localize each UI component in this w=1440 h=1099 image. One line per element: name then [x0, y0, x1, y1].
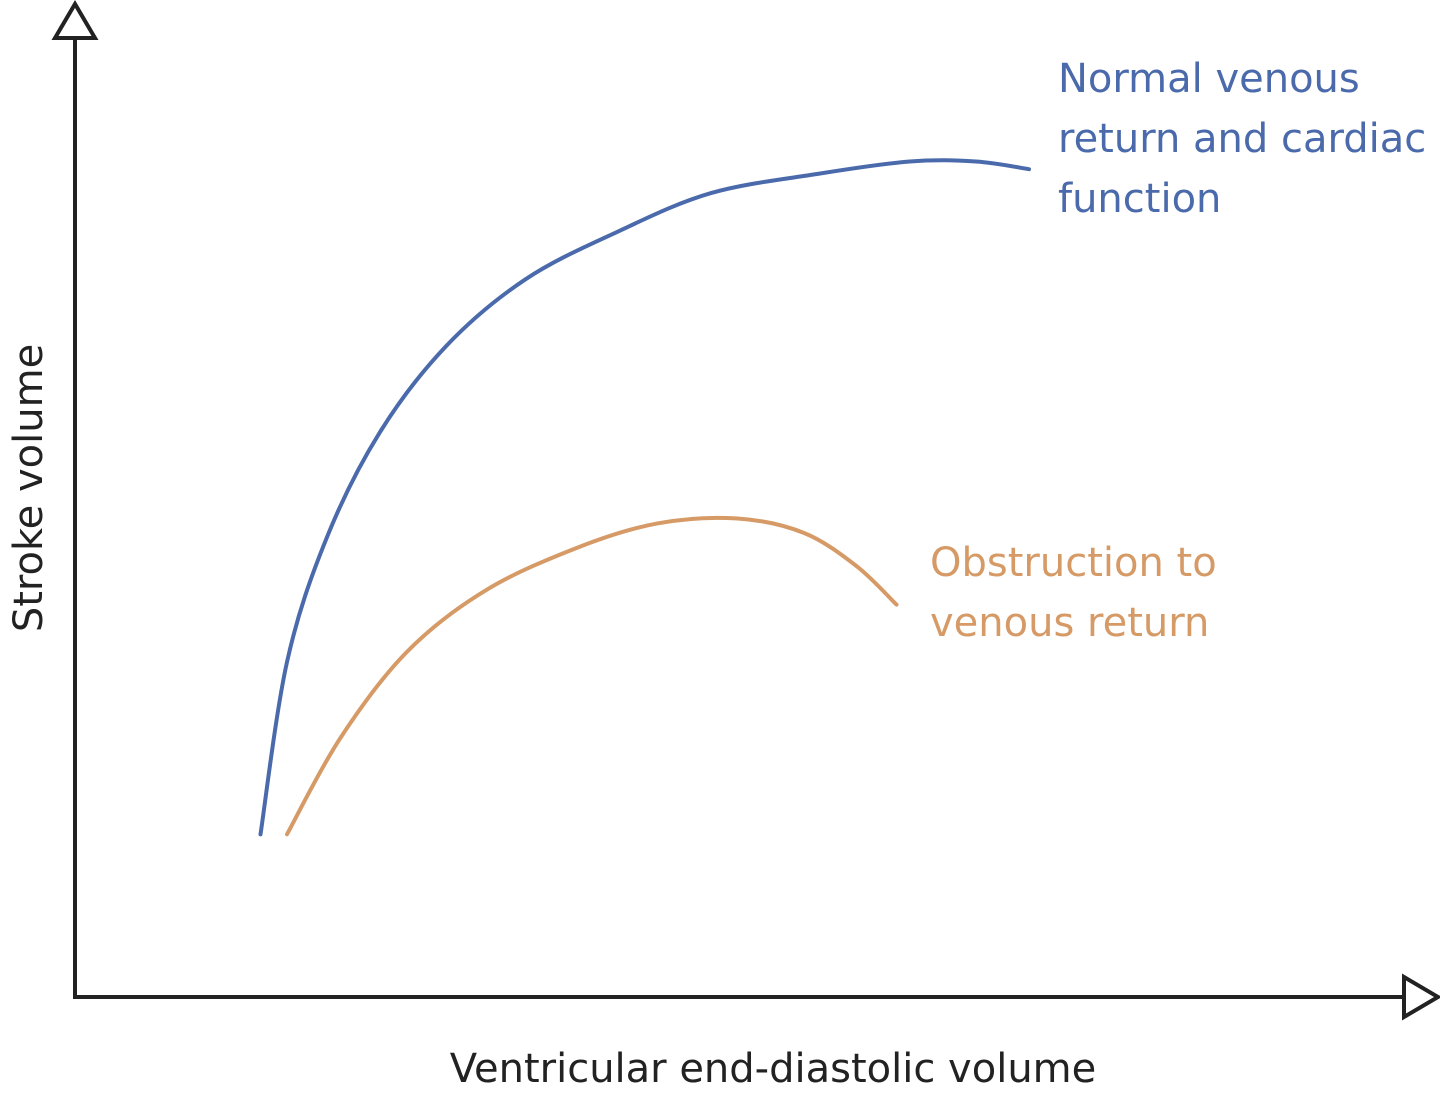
y-axis-arrow-icon	[51, 0, 99, 40]
x-axis-title: Ventricular end-diastolic volume	[450, 1046, 1097, 1092]
series-line-obstruction	[285, 515, 899, 837]
series-label-normal: Normal venous return and cardiac function	[1058, 56, 1426, 222]
y-axis	[51, 0, 99, 999]
series-label-line: Normal venous	[1058, 56, 1360, 102]
x-axis-arrow-icon	[1402, 973, 1440, 1021]
series-label-line: Obstruction to	[930, 540, 1217, 586]
series-obstruction: Obstruction to venous return	[285, 515, 1217, 837]
y-axis-title: Stroke volume	[6, 344, 52, 632]
x-axis	[73, 973, 1440, 1021]
series-layer: Normal venous return and cardiac function O…	[258, 56, 1426, 837]
series-normal: Normal venous return and cardiac function	[258, 56, 1426, 837]
series-label-line: return and cardiac	[1058, 116, 1426, 162]
series-line-normal	[258, 158, 1031, 837]
series-label-obstruction: Obstruction to venous return	[930, 540, 1217, 646]
series-label-line: venous return	[930, 600, 1209, 646]
series-label-line: function	[1058, 176, 1221, 222]
